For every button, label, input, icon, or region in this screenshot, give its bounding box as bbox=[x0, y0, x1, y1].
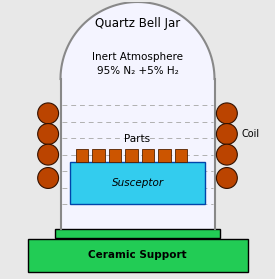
Circle shape bbox=[38, 103, 59, 124]
Circle shape bbox=[38, 168, 59, 188]
Bar bbox=[125, 149, 138, 162]
Circle shape bbox=[216, 124, 237, 145]
Bar bbox=[76, 149, 88, 162]
Bar bbox=[142, 149, 154, 162]
Circle shape bbox=[216, 144, 237, 165]
Text: Parts: Parts bbox=[124, 134, 151, 144]
Text: Inert Atmosphere: Inert Atmosphere bbox=[92, 52, 183, 62]
Circle shape bbox=[216, 168, 237, 188]
Text: Ceramic Support: Ceramic Support bbox=[88, 250, 187, 260]
Bar bbox=[55, 229, 220, 239]
Text: Susceptor: Susceptor bbox=[111, 178, 164, 188]
Circle shape bbox=[216, 103, 237, 124]
Text: Quartz Bell Jar: Quartz Bell Jar bbox=[95, 17, 180, 30]
Circle shape bbox=[38, 124, 59, 145]
Circle shape bbox=[38, 144, 59, 165]
Text: 95% N₂ +5% H₂: 95% N₂ +5% H₂ bbox=[97, 66, 178, 76]
Bar bbox=[158, 149, 171, 162]
Polygon shape bbox=[60, 2, 215, 79]
Bar bbox=[109, 149, 121, 162]
Bar bbox=[175, 149, 187, 162]
Bar bbox=[60, 79, 215, 229]
Text: Coil: Coil bbox=[241, 129, 260, 139]
Bar bbox=[70, 162, 205, 204]
Bar bbox=[92, 149, 105, 162]
Bar bbox=[28, 239, 248, 271]
